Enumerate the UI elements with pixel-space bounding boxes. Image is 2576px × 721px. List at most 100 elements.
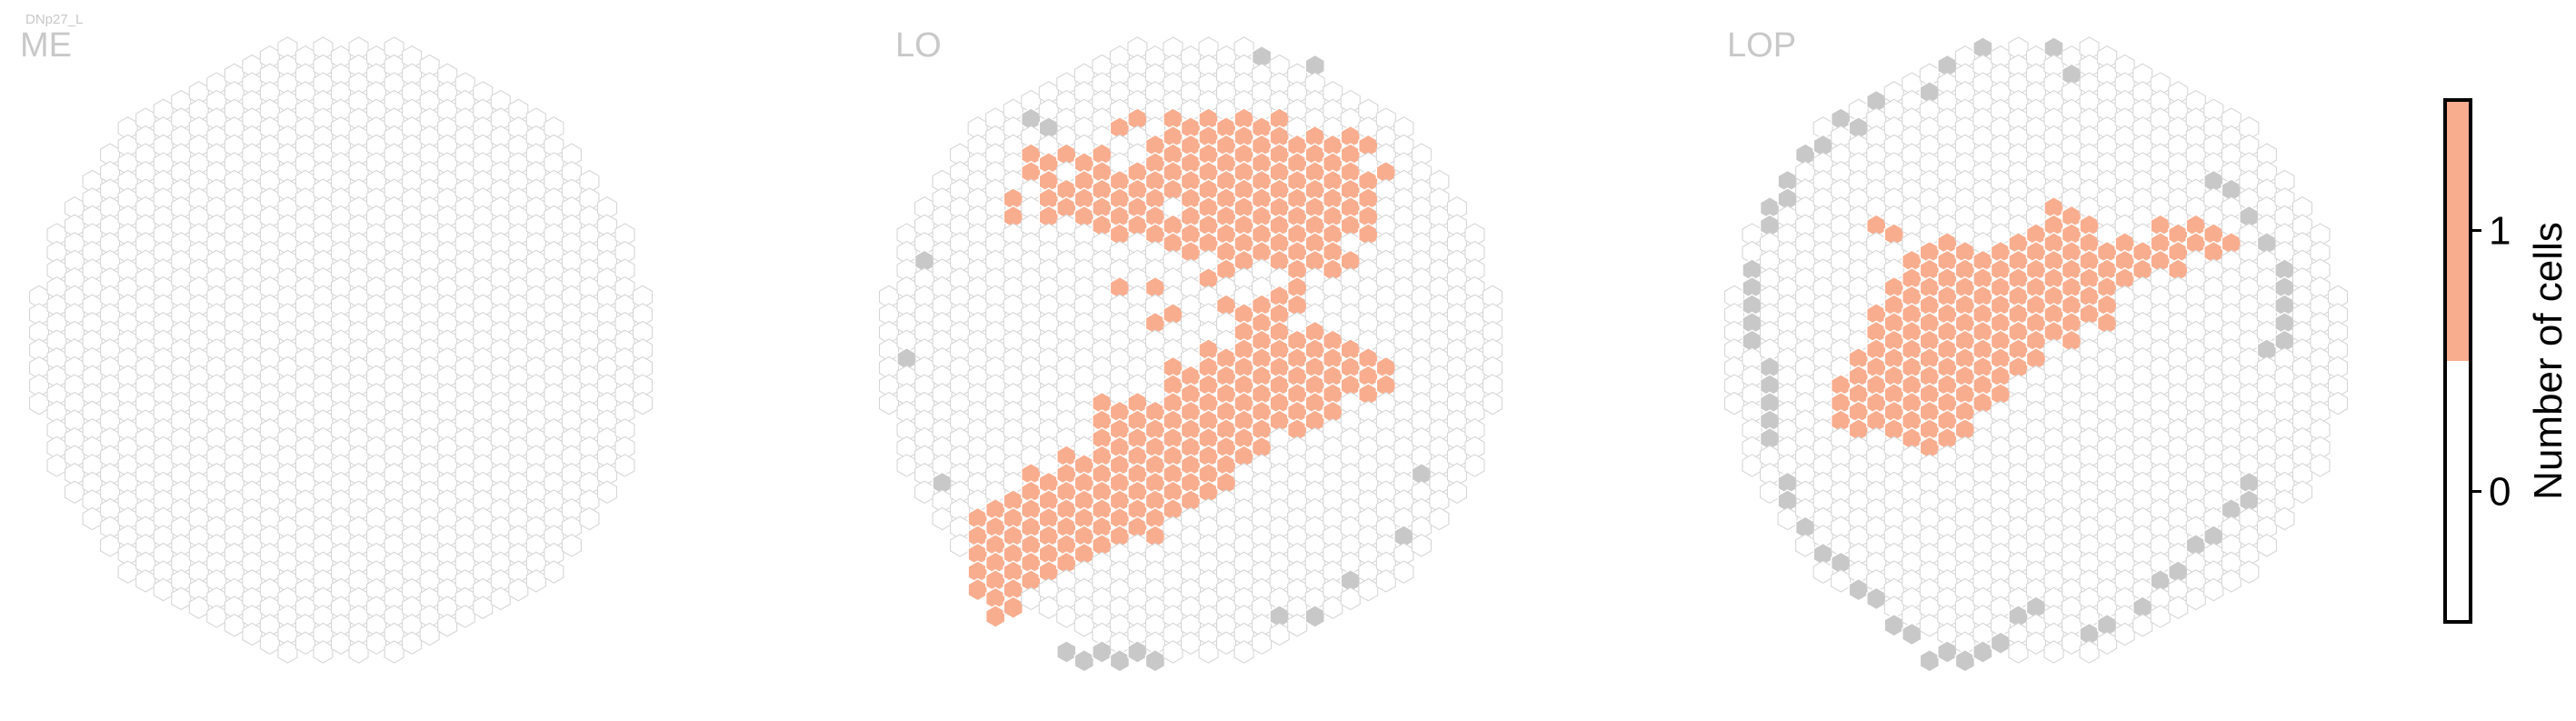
hex-cell-empty [2274,506,2295,531]
hex-cell-outside [1056,640,1077,664]
hex-cell-one [967,577,988,602]
hex-cell-empty [348,640,369,664]
hex-cell-empty [1812,560,1833,584]
panel-lo: LO [878,26,1503,673]
hex-grid-me [28,36,654,664]
hex-cell-empty [896,454,917,477]
panel-label-me: ME [20,26,72,65]
hex-cell-empty [561,534,582,557]
hex-cell-empty [313,640,334,664]
hex-cell-one [984,605,1006,628]
hex-cell-outside [1092,640,1113,664]
hex-cell-empty [2256,534,2277,557]
hex-cell-empty [2185,586,2206,611]
hex-cell-empty [46,454,67,477]
hex-grid-lop [1723,36,2349,673]
panel-me: ME [20,26,654,664]
hex-cell-empty [1340,586,1361,611]
hex-cell-empty [1252,631,1273,655]
hex-cell-empty [2079,640,2100,664]
hex-cell-empty [1411,534,1432,557]
figure-label: DNp27_L [25,12,83,27]
hex-cell-empty [1216,631,1237,655]
hex-cell-empty [1446,480,1467,504]
hex-cell-empty [2168,596,2189,619]
hex-cell-empty [1795,534,1816,557]
hex-cell-empty [2221,569,2242,593]
hex-cell-empty [1198,640,1219,664]
hex-cell-outside [1127,640,1148,664]
hex-cell-outside [1848,577,1869,602]
colorbar-tick-label-zero: 0 [2489,470,2511,515]
hex-cell-empty [950,534,971,557]
hex-cell-empty [614,454,635,477]
hex-cell-empty [2062,631,2082,655]
hex-cell-empty [135,569,156,593]
panel-lop: LOP [1723,26,2349,673]
hex-cell-empty [2043,640,2064,664]
hex-cell-empty [224,613,245,637]
hex-cell-empty [2239,560,2260,584]
hex-cell-empty [153,577,174,602]
hex-cell-empty [65,480,85,504]
hex-cell-empty [242,622,263,646]
colorbar-tick-label-one: 1 [2489,209,2511,254]
hex-cell-empty [2203,577,2224,602]
hex-cell-empty [1482,391,1503,416]
hex-cell-empty [1723,391,1745,416]
hex-cell-empty [525,569,546,593]
hex-cell-empty [596,480,617,504]
hex-cell-empty [1233,640,1254,664]
hex-cell-empty [419,622,440,646]
hex-cell-empty [100,534,121,557]
hex-cell-empty [384,640,404,664]
hex-cell-empty [171,586,192,611]
hex-cell-empty [1358,577,1379,602]
hex-cell-empty [188,596,209,619]
hex-cell-outside [1954,648,1976,673]
hex-cell-empty [330,631,352,655]
hex-cell-empty [1919,613,1940,637]
hex-cell-outside [1990,631,2012,656]
hex-cell-empty [1742,454,1762,477]
hex-cell-empty [295,631,315,655]
hex-cell-empty [206,605,227,628]
hex-cell-empty [2150,605,2171,628]
colorbar-bin-zero [2445,361,2471,622]
hex-cell-empty [1073,613,1094,637]
colorbar-axis-label: Number of cells [2526,222,2571,500]
hex-cell-empty [1464,454,1485,477]
panel-label-lo: LO [895,26,942,65]
colorbar-bin-one [2445,100,2471,361]
hex-grid-lo [878,36,1503,673]
hex-cell-outside [1972,640,1993,664]
hex-cell-outside [1866,586,1887,611]
hex-cell-empty [1056,605,1077,628]
hex-cell-one [1003,596,1023,620]
hex-cell-empty [2114,622,2135,646]
hex-cell-empty [1393,560,1414,584]
hex-cell-empty [1180,631,1202,655]
hex-cell-empty [473,596,494,619]
hex-cell-empty [1323,596,1343,619]
hex-cell-empty [1777,506,1798,531]
hex-cell-empty [2132,613,2153,637]
hex-cell-empty [2291,480,2312,504]
colorbar: 0 1 Number of cells [2443,98,2571,624]
hex-cell-empty [277,640,298,664]
hex-cell-empty [2310,454,2331,477]
hex-cell-outside [1902,622,1922,646]
hex-cell-empty [454,605,475,628]
hex-cell-empty [579,506,600,531]
hex-cell-outside [1144,648,1166,673]
hex-cell-empty [82,506,103,531]
hex-cell-empty [437,613,458,637]
hex-cell-outside [1109,648,1131,673]
hex-cell-empty [490,586,511,611]
hex-cell-empty [366,631,387,655]
hex-cell-empty [1021,586,1042,611]
hex-cell-empty [632,391,654,416]
hex-cell-empty [932,506,953,531]
hex-cell-empty [508,577,529,602]
